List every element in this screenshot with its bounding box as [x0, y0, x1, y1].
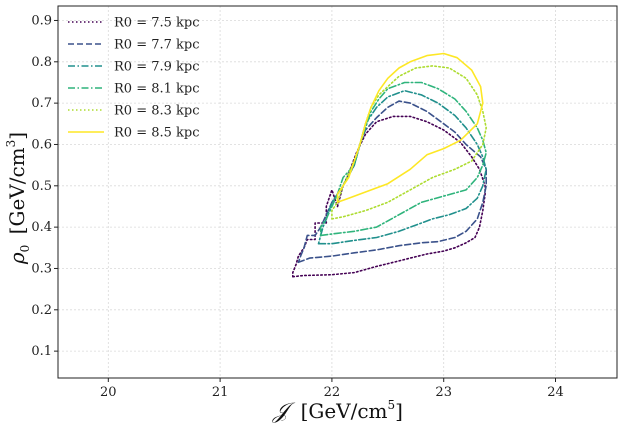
x-axis-symbol: 𝒥: [272, 399, 296, 424]
y-axis-close: ]: [5, 132, 29, 140]
legend-label: R0 = 8.1 kpc: [114, 82, 200, 97]
grid: [58, 6, 617, 378]
legend-label: R0 = 8.5 kpc: [114, 126, 200, 141]
y-tick-label: 0.1: [31, 344, 52, 359]
y-tick-label: 0.4: [31, 220, 52, 235]
y-axis-units: [GeV/cm: [5, 147, 29, 234]
series-line-3: [319, 81, 487, 237]
legend-label: R0 = 7.7 kpc: [114, 38, 200, 53]
legend-label: R0 = 7.9 kpc: [114, 60, 200, 75]
y-tick-label: 0.9: [31, 13, 52, 28]
legend-label: R0 = 7.5 kpc: [114, 16, 200, 31]
y-tick-label: 0.3: [31, 261, 52, 276]
x-axis-exponent: 5: [388, 398, 396, 412]
y-axis-exponent: 3: [4, 140, 18, 148]
series-line-5: [336, 52, 484, 204]
y-axis-subscript: 0: [18, 245, 32, 253]
ticks: 20 21 22 23 24 0.1 0.2 0.3 0.4 0.5 0.6 0.7 0.8 0.9: [31, 13, 563, 400]
x-axis-units: [GeV/cm: [301, 399, 388, 423]
x-tick-label: 20: [100, 385, 117, 400]
y-tick-label: 0.2: [31, 303, 52, 318]
series-layer: [292, 52, 487, 278]
y-tick-label: 0.5: [31, 179, 52, 194]
plot-area-frame: [57, 5, 618, 379]
x-tick-label: 22: [324, 385, 341, 400]
y-tick-label: 0.8: [31, 55, 52, 70]
legend: R0 = 7.5 kpc R0 = 7.7 kpc R0 = 7.9 kpc R0 =…: [68, 16, 200, 141]
series-line-1: [297, 100, 487, 264]
y-tick-label: 0.6: [31, 137, 52, 152]
legend-label: R0 = 8.3 kpc: [114, 104, 200, 119]
x-axis-close: ]: [395, 399, 403, 423]
x-tick-label: 23: [435, 385, 452, 400]
y-tick-label: 0.7: [31, 96, 52, 111]
x-tick-label: 24: [547, 385, 564, 400]
x-tick-label: 21: [212, 385, 229, 400]
series-line-0: [292, 115, 486, 278]
y-axis-symbol: ρ: [5, 252, 29, 265]
y-axis-label: ρ0 [GeV/cm3]: [4, 132, 34, 265]
x-axis-label: 𝒥 [GeV/cm5]: [272, 398, 403, 424]
